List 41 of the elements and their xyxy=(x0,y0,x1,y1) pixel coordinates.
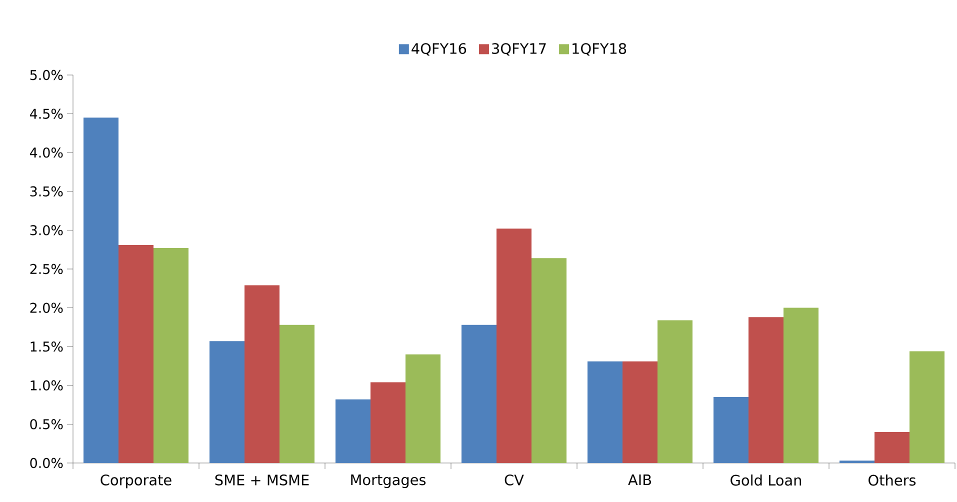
bar xyxy=(118,244,154,463)
x-tick-label: Corporate xyxy=(100,474,172,488)
x-tick-label: Others xyxy=(868,474,916,486)
bar xyxy=(532,258,567,463)
bar xyxy=(784,308,819,463)
x-tick-label: SME + MSME xyxy=(215,474,309,486)
legend-label: 4QFY16 xyxy=(412,43,466,56)
y-tick-label: 4.0% xyxy=(30,148,63,158)
y-tick-label: 1.5% xyxy=(30,342,63,352)
y-tick-label: 3.5% xyxy=(30,186,63,196)
y-tick-label: 0.5% xyxy=(30,419,63,430)
bar xyxy=(406,354,441,463)
x-tick-label: Gold Loan xyxy=(730,474,802,486)
y-tick-label: 0.0% xyxy=(30,458,63,468)
y-tick-label: 1.0% xyxy=(30,380,63,390)
y-tick-label: 3.0% xyxy=(30,225,63,236)
bar xyxy=(910,351,945,463)
bar xyxy=(874,432,910,463)
bar xyxy=(280,324,315,463)
bar xyxy=(244,285,280,463)
y-tick-label: 2.5% xyxy=(30,264,63,274)
bar xyxy=(154,248,188,463)
legend-label: 1QFY18 xyxy=(572,43,626,56)
y-tick-label: 2.0% xyxy=(30,302,63,313)
x-tick-label: Mortgages xyxy=(351,474,426,488)
bar xyxy=(336,399,371,463)
bar xyxy=(496,228,532,463)
y-tick-label: 5.0% xyxy=(30,70,63,80)
bar xyxy=(714,397,749,463)
bar xyxy=(748,317,784,463)
bar xyxy=(462,324,497,463)
bar xyxy=(84,118,118,463)
x-tick-label: AIB xyxy=(628,474,652,486)
legend-label: 3QFY17 xyxy=(492,43,546,56)
y-tick-label: 4.5% xyxy=(30,108,63,119)
bar xyxy=(622,361,658,463)
bar xyxy=(588,361,623,463)
bar xyxy=(210,341,245,463)
bar xyxy=(658,320,693,463)
x-tick-label: CV xyxy=(504,474,524,486)
bar xyxy=(370,382,406,463)
